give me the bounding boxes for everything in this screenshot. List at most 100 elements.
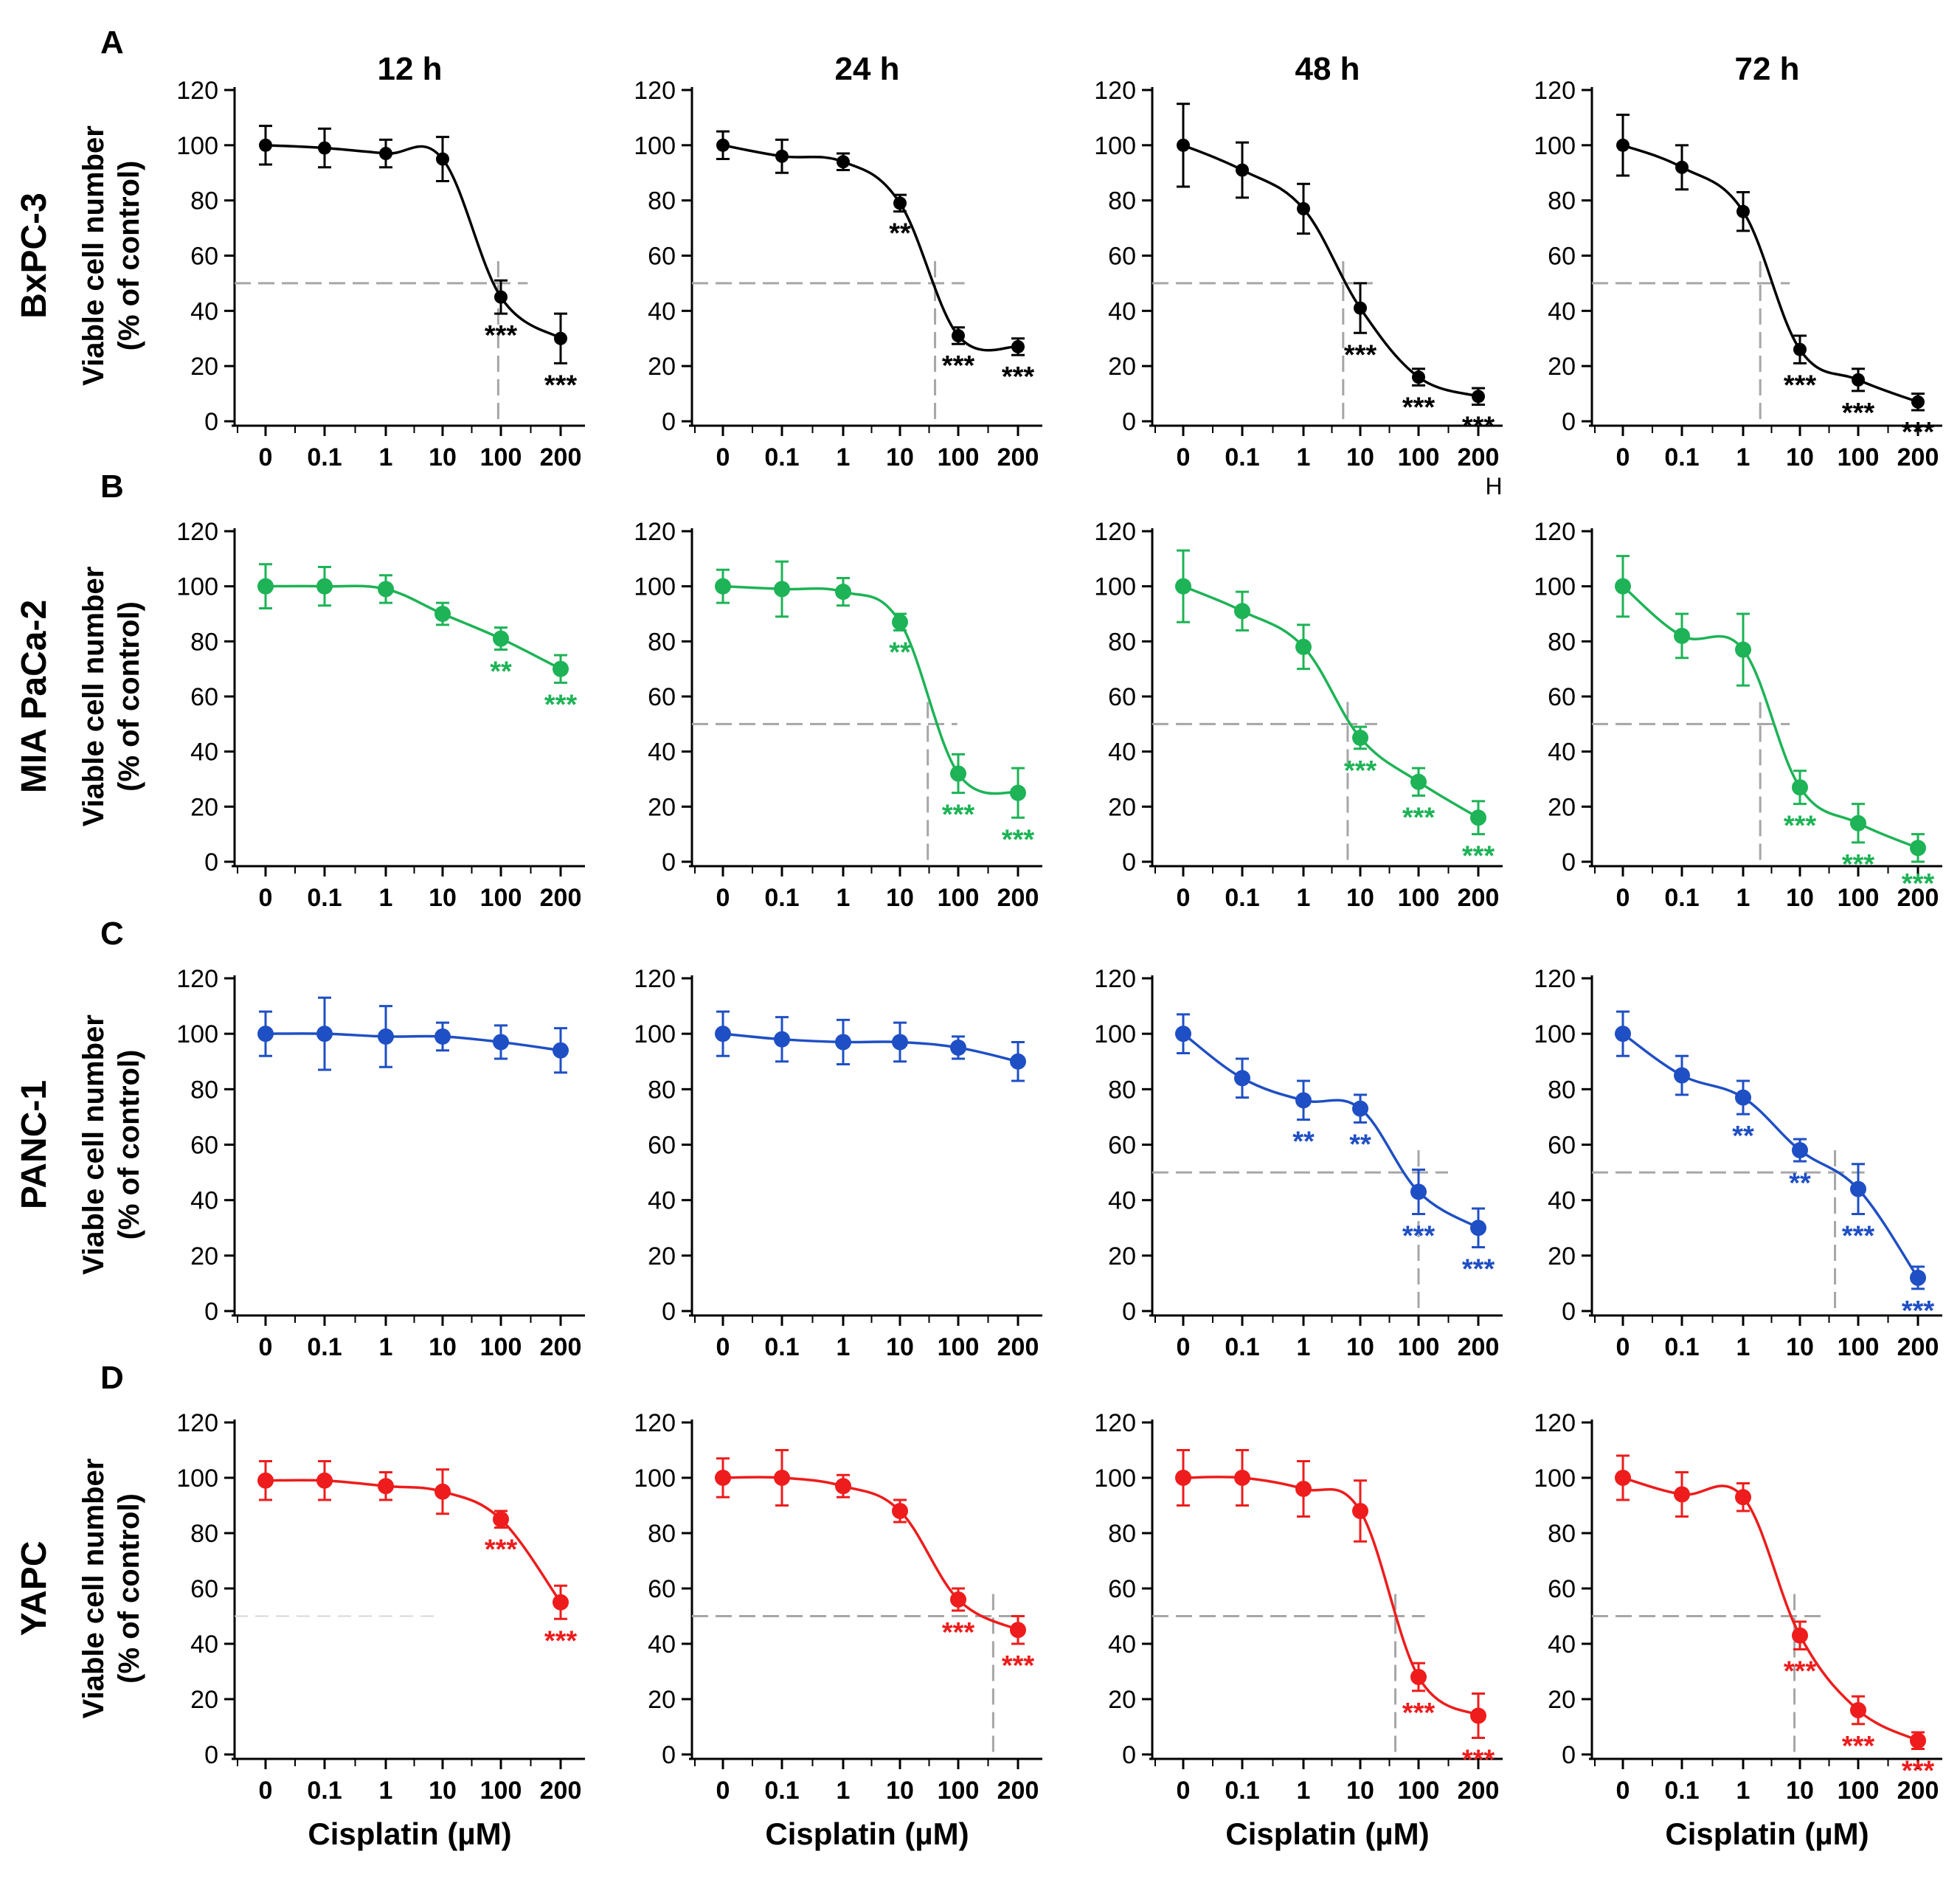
- x-tick-label: 100: [1398, 443, 1440, 471]
- data-point: [1175, 1026, 1191, 1042]
- significance-marker: ***: [1784, 370, 1817, 401]
- significance-marker: ***: [1784, 1656, 1817, 1687]
- y-tick-label: 0: [1122, 1298, 1136, 1326]
- y-tick-label: 60: [190, 1132, 218, 1160]
- data-point: [316, 1026, 333, 1042]
- y-tick-label: 80: [1548, 1076, 1576, 1104]
- x-tick-label: 200: [540, 443, 582, 471]
- x-tick-label: 0.1: [1664, 1777, 1699, 1805]
- x-tick-label: 200: [997, 443, 1039, 471]
- data-point: [716, 138, 730, 152]
- x-tick-label: 0.1: [1664, 443, 1699, 471]
- data-point: [1010, 1053, 1026, 1070]
- fit-curve: [1182, 1476, 1479, 1718]
- x-tick-label: 200: [1897, 1333, 1939, 1361]
- x-tick-label: 0: [259, 1777, 273, 1805]
- data-point: [774, 1031, 790, 1048]
- y-tick-label: 20: [190, 1686, 218, 1714]
- y-tick-label: 40: [648, 1631, 676, 1659]
- x-tick-label: 1: [1297, 1777, 1311, 1805]
- x-tick-label: 10: [1346, 884, 1374, 912]
- y-tick-label: 40: [1108, 1631, 1136, 1659]
- y-tick-label: 20: [648, 793, 676, 821]
- significance-marker: ***: [1842, 398, 1875, 429]
- fit-curve: [722, 1032, 1019, 1063]
- y-tick-label: 20: [190, 353, 218, 381]
- y-tick-label: 80: [1548, 1520, 1576, 1548]
- x-tick-label: 0.1: [1664, 1333, 1699, 1361]
- significance-marker: **: [889, 218, 911, 249]
- y-tick-label: 100: [1534, 573, 1576, 601]
- y-tick-label: 100: [634, 132, 676, 160]
- data-point: [494, 290, 508, 304]
- significance-marker: ***: [1402, 392, 1436, 423]
- y-tick-label: 120: [1534, 1409, 1576, 1437]
- y-tick-label: 0: [1562, 408, 1576, 436]
- significance-marker: ***: [1842, 1220, 1875, 1251]
- data-point: [1616, 138, 1630, 152]
- data-point: [835, 1034, 851, 1051]
- x-tick-label: 1: [1297, 443, 1311, 471]
- x-tick-label: 100: [1838, 1777, 1880, 1805]
- y-tick-label: 100: [176, 573, 218, 601]
- y-tick-label: 100: [176, 132, 218, 160]
- data-point: [493, 1034, 509, 1051]
- y-tick-label: 20: [648, 1686, 676, 1714]
- fit-curve: [265, 144, 561, 340]
- significance-marker: **: [1789, 1168, 1811, 1199]
- chart-panel-c-2: 0 20 40 60 80 100 120 0 0.1 1 10 100 200: [634, 965, 1042, 1361]
- significance-marker: ***: [1902, 868, 1935, 899]
- chart-panel-d-1: 0 20 40 60 80 100 120 0 0.1 1 10 100 200 *** *** Viable…: [15, 1360, 585, 1851]
- data-point: [1010, 784, 1026, 801]
- x-tick-label: 1: [1736, 884, 1751, 912]
- y-tick-label: 20: [1108, 1686, 1136, 1714]
- x-tick-label: 0: [1616, 1333, 1630, 1361]
- y-tick-label: 0: [1562, 1741, 1576, 1769]
- y-axis-label: (% of control): [113, 161, 145, 351]
- y-tick-label: 120: [634, 518, 676, 546]
- x-tick-label: 1: [837, 1777, 851, 1805]
- data-point: [1472, 390, 1485, 404]
- y-tick-label: 20: [1108, 353, 1136, 381]
- data-point: [1410, 773, 1427, 790]
- data-point: [1352, 1503, 1368, 1519]
- data-point: [892, 614, 908, 631]
- data-point: [1234, 603, 1250, 620]
- y-tick-label: 0: [1562, 848, 1576, 876]
- significance-marker: ***: [1902, 417, 1935, 448]
- x-axis-label: Cisplatin (µM): [765, 1816, 969, 1851]
- x-tick-label: 10: [1786, 1777, 1814, 1805]
- fit-curve: [1182, 585, 1479, 819]
- y-tick-label: 40: [1548, 1631, 1576, 1659]
- stray-label: H: [1485, 473, 1502, 499]
- data-point: [1674, 1486, 1690, 1503]
- y-tick-label: 60: [1108, 243, 1136, 271]
- data-point: [1792, 779, 1808, 796]
- x-tick-label: 1: [1736, 1333, 1751, 1361]
- y-tick-label: 60: [1548, 683, 1576, 711]
- row-label: YAPC: [15, 1541, 54, 1636]
- x-tick-label: 200: [540, 1333, 582, 1361]
- y-tick-label: 120: [176, 518, 218, 546]
- x-tick-label: 10: [886, 443, 914, 471]
- y-tick-label: 20: [648, 1242, 676, 1270]
- data-point: [1736, 204, 1750, 218]
- data-point: [257, 578, 274, 595]
- x-tick-label: 0: [1616, 884, 1630, 912]
- x-tick-label: 0: [1616, 1777, 1630, 1805]
- y-tick-label: 80: [648, 187, 676, 215]
- x-tick-label: 1: [837, 1333, 851, 1361]
- x-tick-label: 100: [1838, 1333, 1880, 1361]
- data-point: [1177, 138, 1190, 152]
- y-tick-label: 120: [1534, 77, 1576, 105]
- x-tick-label: 100: [938, 443, 980, 471]
- data-point: [952, 329, 965, 343]
- x-tick-label: 0.1: [1225, 443, 1259, 471]
- y-tick-label: 60: [190, 243, 218, 271]
- data-point: [1615, 578, 1631, 595]
- significance-marker: ***: [485, 1535, 518, 1566]
- x-tick-label: 1: [379, 1333, 393, 1361]
- y-tick-label: 60: [648, 243, 676, 271]
- x-tick-label: 200: [1458, 1333, 1500, 1361]
